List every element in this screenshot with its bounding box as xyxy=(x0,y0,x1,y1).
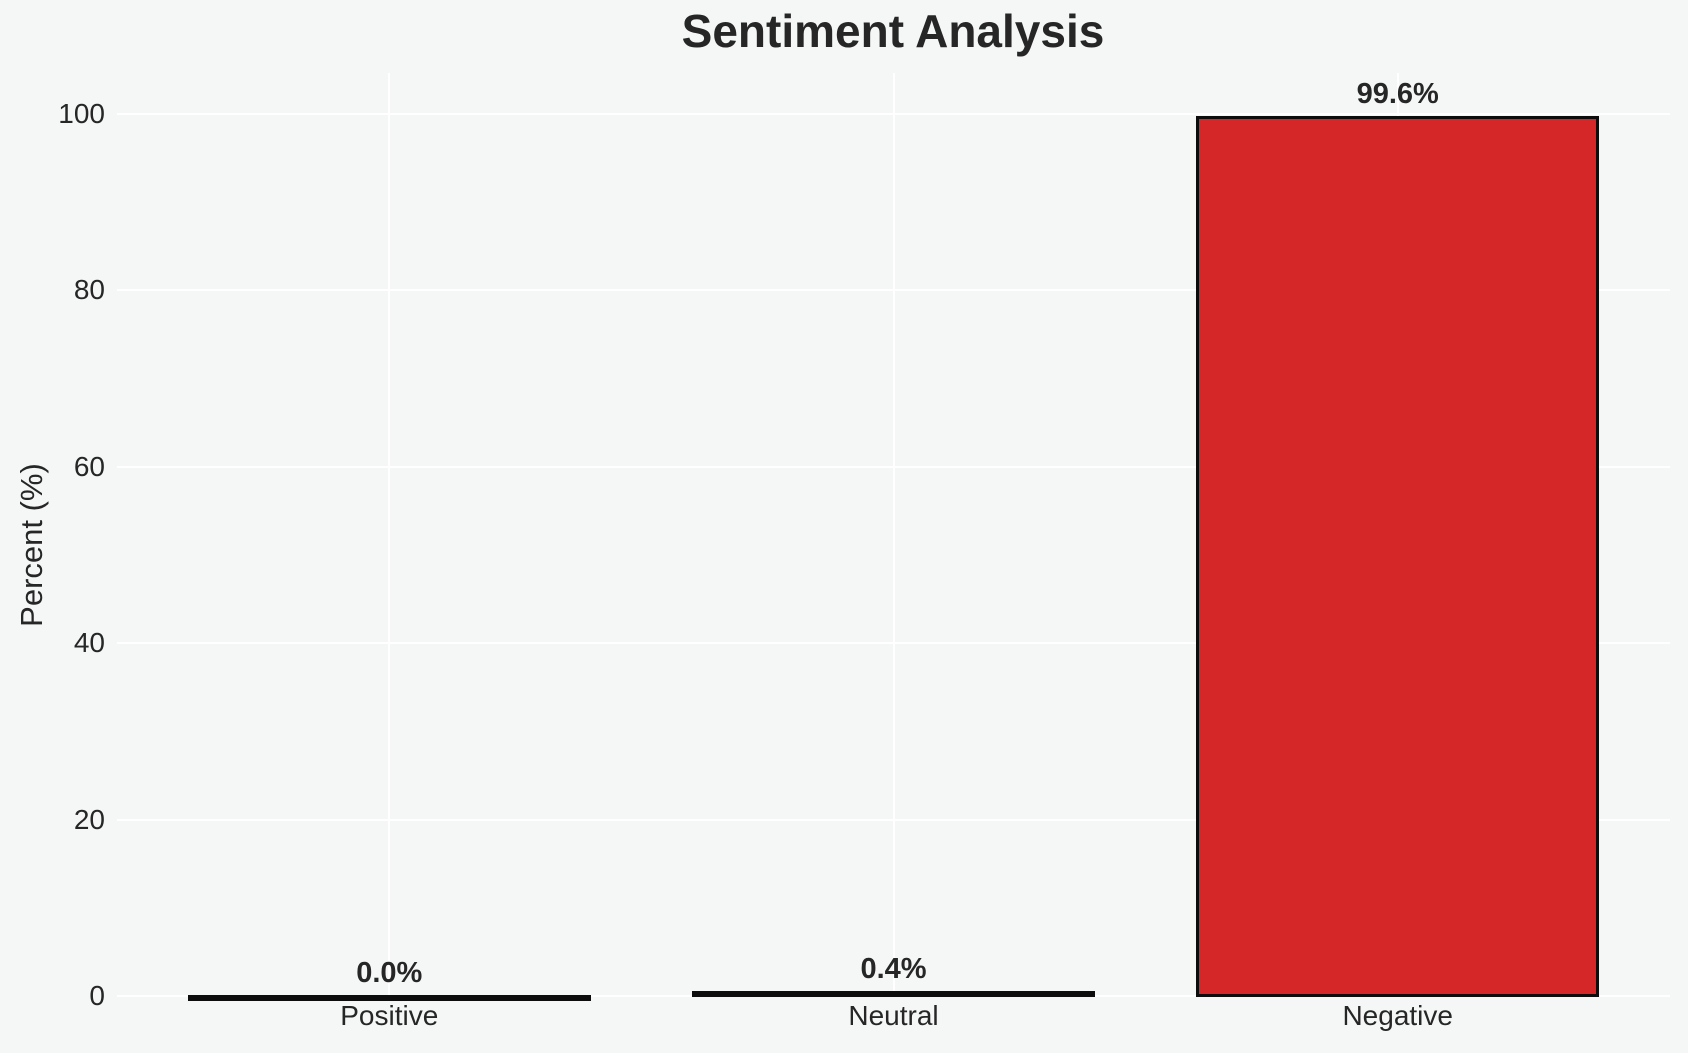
x-tick-label-negative: Negative xyxy=(1342,1000,1453,1031)
y-tick-label: 40 xyxy=(73,627,105,659)
y-tick-label: 80 xyxy=(73,274,105,306)
gridline-vertical xyxy=(388,73,391,996)
bar-positive xyxy=(187,994,591,1001)
bar-value-label-neutral: 0.4% xyxy=(860,952,927,985)
y-tick-label: 20 xyxy=(73,803,105,835)
y-tick-label: 60 xyxy=(73,450,105,482)
chart-title: Sentiment Analysis xyxy=(681,5,1105,57)
bar-value-label-positive: 0.0% xyxy=(356,956,423,989)
y-tick-label: 100 xyxy=(58,97,105,129)
x-tick-label-positive: Positive xyxy=(340,1000,439,1031)
bar-value-label-negative: 99.6% xyxy=(1356,77,1439,110)
gridline-vertical xyxy=(892,73,895,996)
y-axis-label: Percent (%) xyxy=(14,463,49,627)
x-tick-label-neutral: Neutral xyxy=(848,1000,939,1031)
bar-negative xyxy=(1196,115,1600,998)
y-tick-label: 0 xyxy=(89,980,105,1011)
bar-neutral xyxy=(691,990,1096,998)
